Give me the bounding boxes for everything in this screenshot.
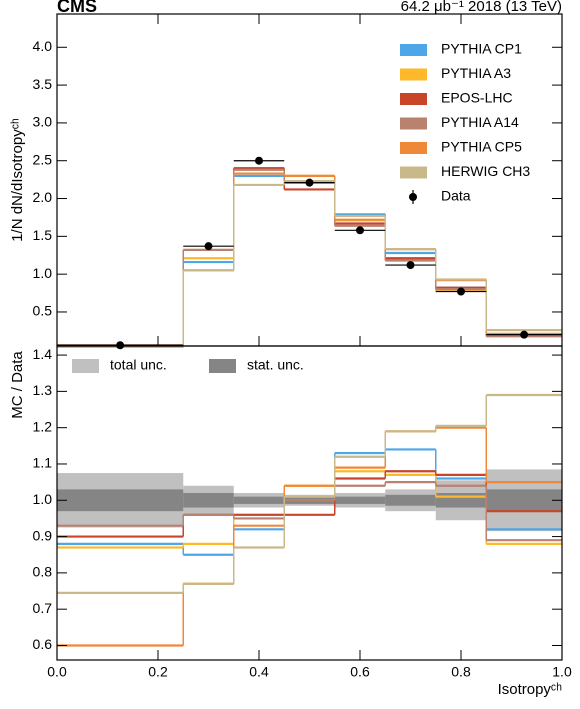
legend-swatch [400,166,427,179]
y-tick-label: 1.2 [33,418,53,434]
y-axis-label: 1/N dN/dIsotropyᶜʰ [9,118,26,242]
y-tick-label: 1.5 [33,227,53,243]
plot-frame [56,345,563,661]
y-tick-label: 0.6 [33,636,53,652]
x-tick-label: 0.8 [451,664,471,680]
uncertainty-band [486,489,562,512]
legend-swatch [400,142,427,154]
y-axis-label: MC / Data [9,351,26,419]
y-tick-label: 1.0 [33,265,53,281]
uncertainty-band [57,489,184,512]
legend-swatch [400,117,427,130]
uncertainty-band [385,494,436,506]
legend-label: PYTHIA A14 [441,114,519,130]
legend-swatch [72,359,99,373]
y-tick-label: 1.4 [33,346,53,362]
data-point [457,287,465,296]
y-tick-label: 2.5 [33,151,53,167]
legend-swatch [400,93,427,105]
experiment-label: CMS [57,0,97,16]
uncertainty-band [233,496,285,504]
legend-swatch [209,359,236,373]
x-tick-label: 0.6 [350,664,370,680]
y-tick-label: 0.9 [33,527,53,543]
lumi-label: 64.2 μb⁻¹ 2018 (13 TeV) [401,0,562,15]
y-tick-label: 3.0 [33,114,53,130]
data-point [255,156,263,165]
y-tick-label: 2.0 [33,189,53,205]
legend-label: PYTHIA CP5 [441,139,522,155]
y-tick-label: 1.0 [33,491,53,507]
x-tick-label: 0.2 [148,664,168,680]
y-tick-label: 3.5 [33,76,53,92]
legend-label: total unc. [110,357,167,373]
legend-marker [409,193,417,201]
legend-swatch [400,68,427,81]
y-tick-label: 0.8 [33,564,53,580]
y-tick-label: 4.0 [33,38,53,54]
x-tick-label: 1.0 [552,664,572,680]
data-point [406,261,415,270]
legend-swatch [400,44,427,56]
y-tick-label: 0.5 [33,303,53,319]
data-point [204,242,213,251]
uncertainty-band [334,496,386,504]
uncertainty-band [183,493,234,508]
data-point [520,330,529,339]
data-point [356,226,364,235]
legend-label: PYTHIA CP1 [441,41,522,57]
x-tick-label: 0.0 [47,664,67,680]
legend-label: PYTHIA A3 [441,65,511,81]
legend-label: HERWIG CH3 [441,163,530,179]
x-axis-label: Isotropyᶜʰ [498,681,563,698]
legend-label: Data [441,188,471,204]
data-point [116,341,125,350]
data-point [305,178,314,187]
y-tick-label: 0.7 [33,600,53,616]
y-tick-label: 1.1 [33,455,53,471]
legend-label: stat. unc. [247,357,304,373]
y-tick-label: 1.3 [33,382,53,398]
uncertainty-band [435,493,487,508]
x-tick-label: 0.4 [249,664,269,680]
legend-label: EPOS-LHC [441,90,513,106]
